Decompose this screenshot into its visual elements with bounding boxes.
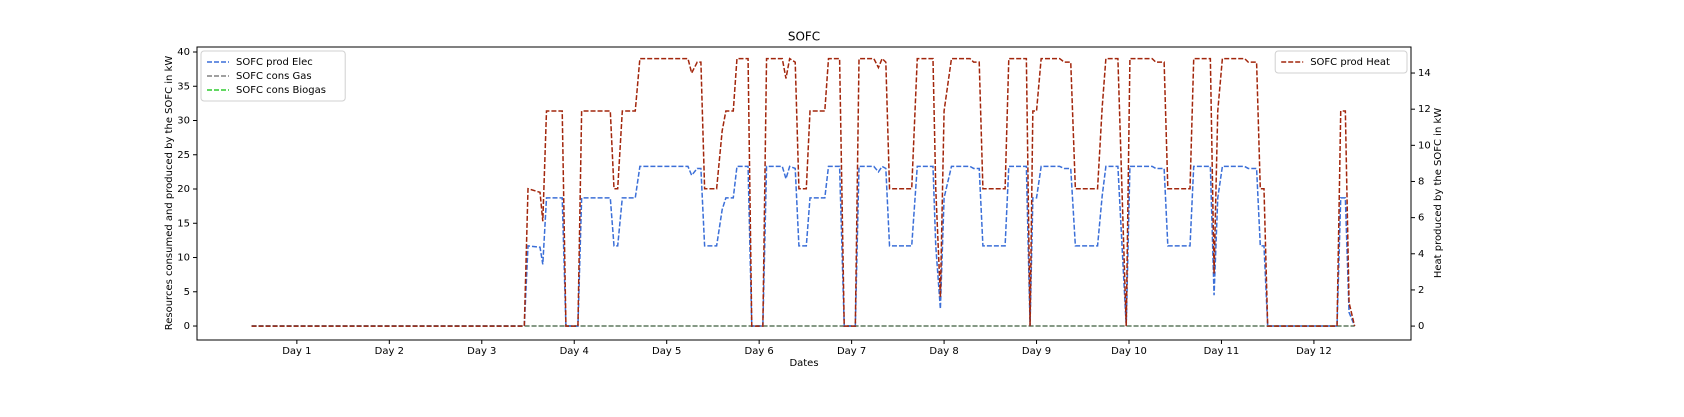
y-tick-label: 40 bbox=[177, 47, 190, 58]
x-tick-label: Day 3 bbox=[467, 346, 496, 357]
x-tick-label: Day 10 bbox=[1111, 346, 1147, 357]
legend-label: SOFC prod Elec bbox=[236, 57, 313, 68]
x-tick-label: Day 4 bbox=[560, 346, 589, 357]
legend-box bbox=[1274, 50, 1408, 74]
y2-tick-label: 2 bbox=[1418, 285, 1424, 296]
y-tick-label: 25 bbox=[177, 150, 190, 161]
y2-tick-label: 6 bbox=[1418, 213, 1424, 224]
y2-tick-label: 12 bbox=[1418, 104, 1431, 115]
legend-label: SOFC prod Heat bbox=[1310, 57, 1390, 68]
x-tick-label: Day 2 bbox=[375, 346, 404, 357]
legend-label: SOFC cons Gas bbox=[236, 71, 312, 82]
x-tick-label: Day 9 bbox=[1022, 346, 1051, 357]
x-tick-label: Day 12 bbox=[1296, 346, 1332, 357]
x-tick-label: Day 1 bbox=[282, 346, 311, 357]
y-tick-label: 15 bbox=[177, 218, 190, 229]
x-tick-label: Day 8 bbox=[929, 346, 958, 357]
y-tick-label: 30 bbox=[177, 116, 190, 127]
x-tick-label: Day 6 bbox=[745, 346, 774, 357]
y-tick-label: 35 bbox=[177, 81, 190, 92]
y-tick-label: 20 bbox=[177, 184, 190, 195]
y-tick-label: 0 bbox=[184, 321, 190, 332]
legend-label: SOFC cons Biogas bbox=[236, 85, 326, 96]
x-tick-label: Day 7 bbox=[837, 346, 866, 357]
y2-tick-label: 8 bbox=[1418, 176, 1424, 187]
x-tick-label: Day 5 bbox=[652, 346, 681, 357]
legend-box bbox=[200, 50, 346, 102]
y-axis-label: Resources consumed and produced by the S… bbox=[164, 56, 175, 331]
x-tick-label: Day 11 bbox=[1204, 346, 1240, 357]
y-tick-label: 10 bbox=[177, 253, 190, 264]
plot-frame bbox=[196, 46, 1412, 341]
y-tick-label: 5 bbox=[184, 287, 190, 298]
y2-tick-label: 14 bbox=[1418, 68, 1431, 79]
y2-tick-label: 4 bbox=[1418, 249, 1424, 260]
y2-tick-label: 10 bbox=[1418, 140, 1431, 151]
x-axis-label: Dates bbox=[789, 358, 818, 369]
chart-title: SOFC bbox=[788, 30, 820, 44]
series-line bbox=[251, 57, 1356, 327]
series-line bbox=[251, 165, 1356, 327]
y2-tick-label: 0 bbox=[1418, 321, 1424, 332]
y2-axis-label: Heat produced by the SOFC in kW bbox=[1433, 108, 1444, 278]
